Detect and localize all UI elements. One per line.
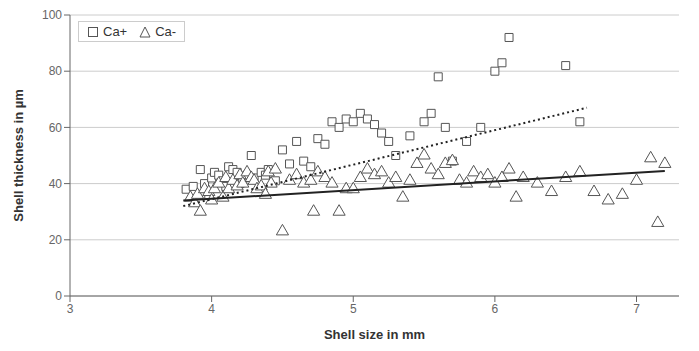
svg-text:7: 7 [633,302,640,316]
svg-text:60: 60 [49,121,63,135]
svg-text:40: 40 [49,177,63,191]
svg-text:6: 6 [492,302,499,316]
html-text:Ca+: Ca+ [103,24,128,39]
svg-text:20: 20 [49,233,63,247]
svg-text:3: 3 [67,302,74,316]
svg-text:80: 80 [49,64,63,78]
svg-text:5: 5 [350,302,357,316]
svg-text:Shell thickness in µm: Shell thickness in µm [11,89,26,221]
svg-text:100: 100 [42,8,62,22]
html-text:Ca-: Ca- [155,24,177,39]
svg-text:Shell size in mm: Shell size in mm [324,327,425,342]
svg-text:4: 4 [208,302,215,316]
svg-text:0: 0 [55,289,62,303]
